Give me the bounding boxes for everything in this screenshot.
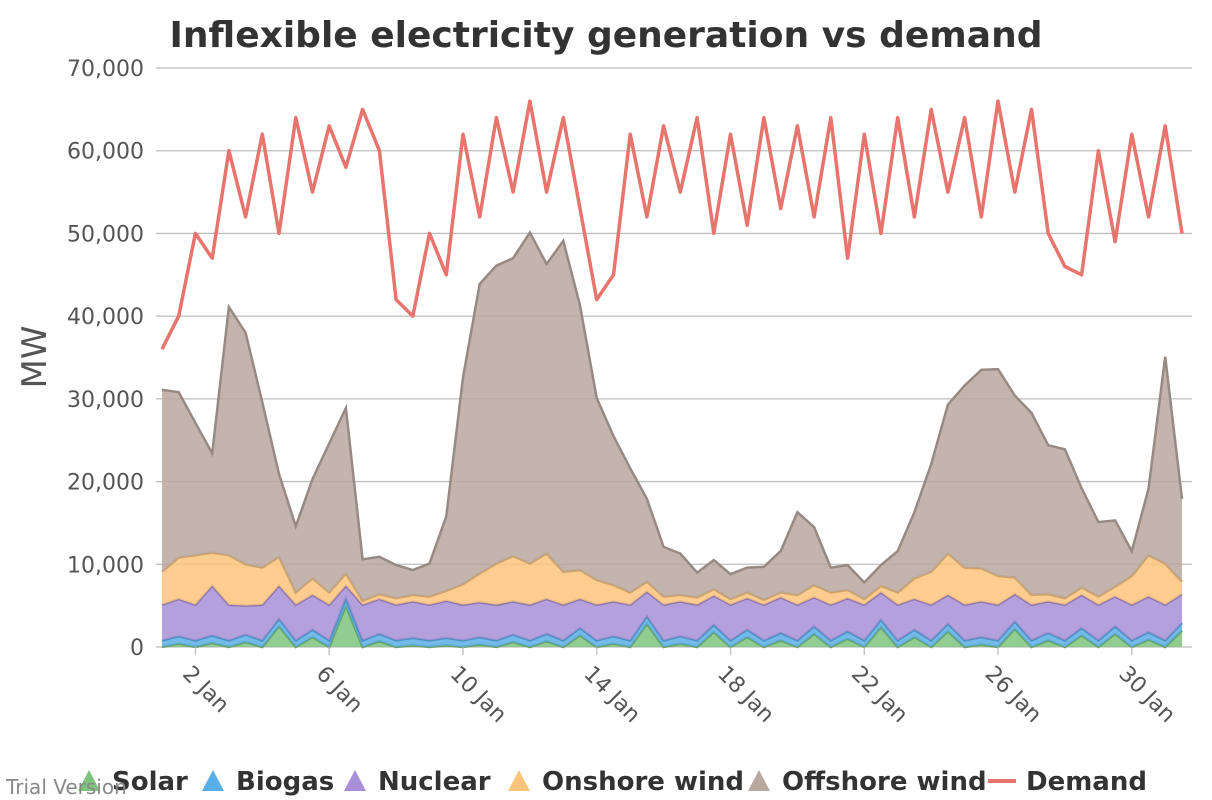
y-tick-label: 0 (130, 636, 144, 661)
nuclear-area (162, 585, 1182, 641)
legend-label: Biogas (236, 767, 334, 797)
legend-item-offshore-wind[interactable]: Offshore wind (748, 767, 987, 797)
solar-area (162, 605, 1182, 647)
y-axis-ticks: 0 10,000 20,000 30,000 40,000 50,000 60,000 70,… (67, 57, 144, 661)
offshore-wind-area (162, 232, 1182, 601)
y-tick-label: 30,000 (67, 388, 144, 413)
y-tick-label: 70,000 (67, 57, 144, 82)
legend-item-biogas[interactable]: Biogas (202, 767, 334, 797)
legend-label: Demand (1026, 767, 1147, 797)
demand-line (160, 99, 1184, 350)
stacked-areas (161, 230, 1184, 649)
x-tick-label: 26 Jan (980, 662, 1046, 728)
legend: Solar Biogas Nuclear Onshore wind Offshore w… (78, 767, 1147, 797)
legend-triangle-marker (344, 770, 366, 791)
legend-item-onshore-wind[interactable]: Onshore wind (508, 767, 744, 797)
x-tick-label: 14 Jan (578, 662, 644, 728)
legend-item-solar[interactable]: Solar (78, 767, 188, 797)
y-tick-label: 10,000 (67, 553, 144, 578)
chart-title: Inflexible electricity generation vs dem… (170, 15, 1043, 56)
legend-triangle-marker (202, 770, 224, 791)
legend-item-nuclear[interactable]: Nuclear (344, 767, 491, 797)
x-tick-label: 10 Jan (445, 662, 511, 728)
legend-label: Offshore wind (782, 767, 987, 797)
legend-triangle-marker (78, 770, 100, 791)
x-tick-label: 6 Jan (311, 662, 368, 719)
legend-label: Nuclear (378, 767, 491, 797)
legend-item-demand[interactable]: Demand (988, 767, 1147, 797)
y-tick-label: 50,000 (67, 222, 144, 247)
legend-triangle-marker (508, 770, 530, 791)
legend-label: Solar (112, 767, 188, 797)
trial-version-watermark: Trial Version (5, 775, 127, 799)
nuclear-area-edge (161, 583, 1183, 607)
y-axis-label: MW (15, 326, 55, 389)
legend-triangle-marker (748, 770, 770, 791)
onshore-wind-area (162, 552, 1182, 606)
x-tick-label: 18 Jan (712, 662, 778, 728)
x-tick-label: 22 Jan (846, 662, 912, 728)
biogas-area (162, 598, 1182, 647)
demand-line-layer (160, 99, 1184, 350)
y-tick-label: 60,000 (67, 140, 144, 165)
x-tick-label: 30 Jan (1114, 662, 1180, 728)
y-tick-label: 20,000 (67, 471, 144, 496)
x-axis-ticks: 2 Jan 6 Jan 10 Jan 14 Jan 18 Jan 22 Jan 26 Jan… (177, 647, 1180, 728)
x-tick-label: 2 Jan (177, 662, 234, 719)
y-tick-label: 40,000 (67, 305, 144, 330)
offshore-wind-area-edge (161, 230, 1184, 585)
legend-label: Onshore wind (542, 767, 744, 797)
